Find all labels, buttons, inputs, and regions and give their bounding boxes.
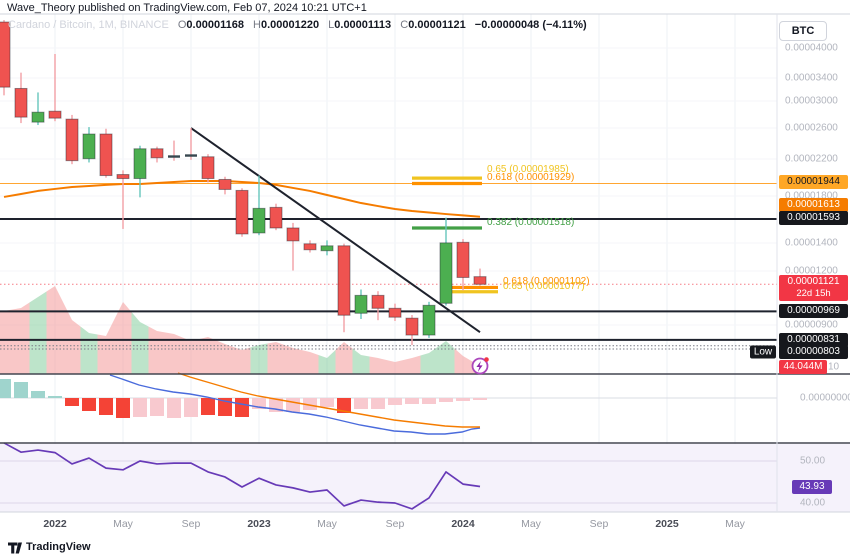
price-axis-label: 0.00000900	[785, 319, 838, 331]
symbol-title[interactable]: Cardano / Bitcoin, 1M, BINANCE	[8, 19, 169, 31]
low-value: 0.00001113	[334, 19, 392, 31]
time-axis-tick-may: May	[521, 518, 541, 530]
low-label: L	[328, 19, 335, 31]
time-axis-tick-sep: Sep	[385, 518, 405, 530]
high-value: 0.00001220	[260, 19, 320, 31]
publish-header: Wave_Theory published on TradingView.com…	[7, 2, 367, 14]
high-label: H	[253, 19, 261, 31]
time-axis-tick-2025: 2025	[655, 518, 679, 530]
tradingview-logo-text: TradingView	[26, 541, 91, 553]
price-axis-label: 0.00001400	[785, 237, 838, 249]
price-axis-label: 0.00003400	[785, 72, 838, 84]
time-axis-tick-may: May	[113, 518, 133, 530]
symbol-legend: Cardano / Bitcoin, 1M, BINANCE O0.000011…	[8, 19, 587, 31]
price-axis-label: 0.00003000	[785, 95, 838, 107]
price-axis-label: 0.00001200	[785, 265, 838, 277]
low-marker-badge: Low	[750, 345, 776, 359]
time-axis-tick-may: May	[725, 518, 745, 530]
time-axis-tick-sep: Sep	[181, 518, 201, 530]
flash-idea-marker[interactable]	[471, 357, 489, 375]
time-axis-tick-2023: 2023	[247, 518, 271, 530]
time-axis-tick-may: May	[317, 518, 337, 530]
price-badge-44.044M: 44.044M	[779, 360, 827, 374]
fib-level-label: 0.618 (0.00001929)	[487, 172, 575, 183]
time-axis-tick-2022: 2022	[43, 518, 67, 530]
price-axis-label: 0.00001800	[785, 190, 838, 202]
price-badge-0.00001613: 0.00001613	[779, 198, 848, 212]
price-badge-0.00001593: 0.00001593	[779, 211, 848, 225]
open-label: O	[177, 19, 187, 31]
price-badge-0.00001944: 0.00001944	[779, 175, 848, 189]
close-label: C	[400, 19, 409, 31]
tradingview-logo[interactable]: TradingView	[8, 540, 91, 554]
change-value: −0.00000048 (−4.11%)	[474, 19, 587, 31]
close-value: 0.00001121	[408, 19, 466, 31]
price-badge-0.00000831: 0.00000831	[779, 333, 848, 347]
price-axis-label: 40.00	[800, 497, 826, 509]
price-badge-0.00001121: 0.00001121 22d 15h	[779, 275, 848, 301]
fib-level-label: 0.618 (0.00001102)	[503, 276, 590, 287]
time-axis-tick-sep: Sep	[589, 518, 609, 530]
price-axis-label: 50.00	[800, 455, 826, 467]
tradingview-logo-icon	[8, 542, 22, 554]
fib-level-label: 0.65 (0.00001077)	[503, 281, 585, 292]
fib-level-label: 0.382 (0.00001518)	[487, 217, 575, 228]
price-axis-label: 0.00002200	[785, 153, 838, 165]
price-badge-0.00000969: 0.00000969	[779, 304, 848, 318]
time-axis-tick-2024: 2024	[451, 518, 475, 530]
price-badge-0.00000803: 0.00000803	[779, 345, 848, 359]
fib-level-label: 0.65 (0.00001985)	[487, 164, 569, 175]
open-value: 0.00001168	[186, 19, 244, 31]
price-axis-label: 0.00004000	[785, 42, 838, 54]
price-axis-label: 0.00002600	[785, 122, 838, 134]
currency-toggle-button[interactable]: BTC	[779, 21, 827, 41]
price-axis-label: 0.00000000	[800, 392, 850, 404]
price-axis-label-partial: 10	[828, 361, 840, 373]
price-badge-43.93: 43.93	[792, 480, 832, 494]
